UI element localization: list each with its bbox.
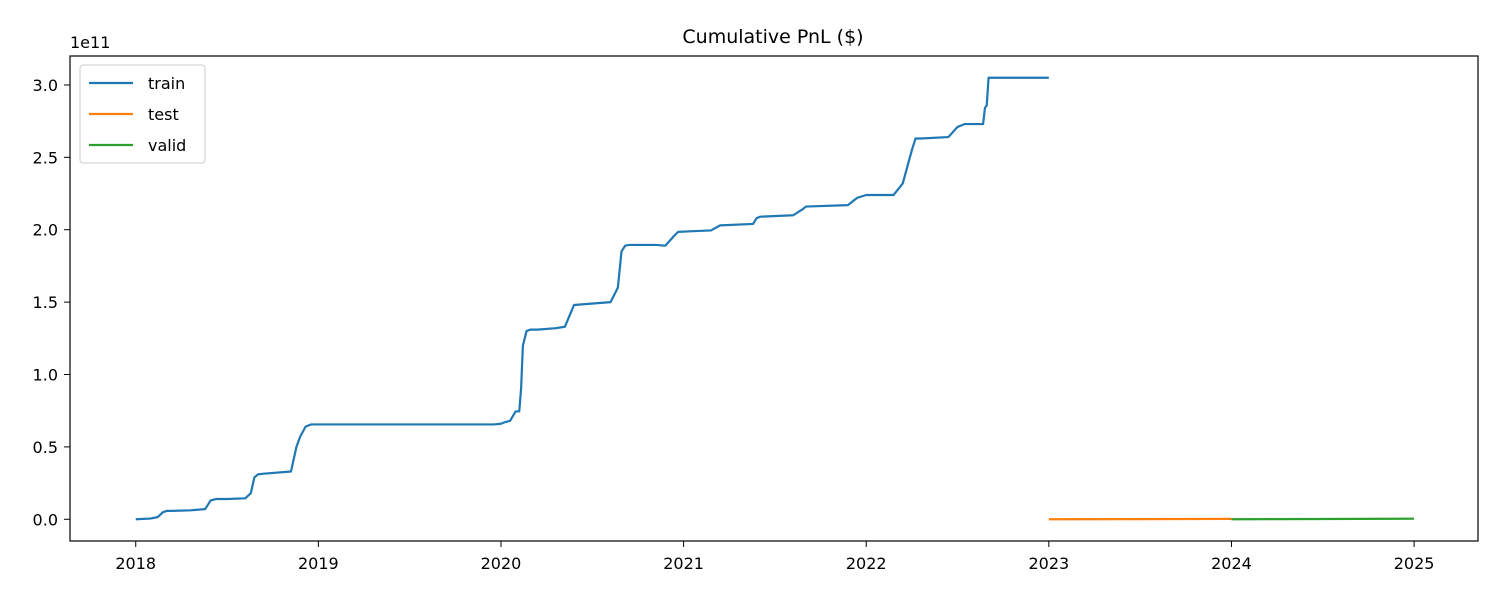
x-tick-label: 2019: [298, 554, 339, 573]
x-tick-label: 2022: [846, 554, 887, 573]
series-line-valid: [1231, 517, 1415, 521]
y-tick-label: 0.0: [33, 510, 58, 529]
x-tick-label: 2018: [115, 554, 156, 573]
y-tick-label: 2.5: [33, 148, 58, 167]
legend-box: [79, 64, 206, 164]
legend: train test valid: [79, 64, 206, 164]
x-tick-label: 2025: [1394, 554, 1435, 573]
series-layer: [135, 76, 1415, 521]
chart-title: Cumulative PnL ($): [682, 26, 863, 48]
y-tick-label: 3.0: [33, 76, 58, 95]
y-tick-label: 2.0: [33, 221, 58, 240]
y-tick-label: 0.5: [33, 438, 58, 457]
x-tick-label: 2023: [1028, 554, 1069, 573]
y-axis: 0.0 0.5 1.0 1.5 2.0 2.5 3.0: [33, 76, 70, 529]
x-axis: 2018 2019 2020 2021 2022 2023 2024 2025: [115, 541, 1434, 573]
series-line-train: [135, 76, 1049, 521]
x-tick-label: 2020: [481, 554, 522, 573]
legend-label-valid: valid: [148, 136, 186, 155]
y-tick-label: 1.5: [33, 293, 58, 312]
legend-label-test: test: [148, 105, 179, 124]
x-tick-label: 2021: [663, 554, 704, 573]
y-tick-label: 1.0: [33, 366, 58, 385]
plot-frame: [69, 55, 1479, 542]
x-tick-label: 2024: [1211, 554, 1252, 573]
legend-label-train: train: [148, 74, 185, 93]
y-offset-label: 1e11: [70, 33, 110, 52]
